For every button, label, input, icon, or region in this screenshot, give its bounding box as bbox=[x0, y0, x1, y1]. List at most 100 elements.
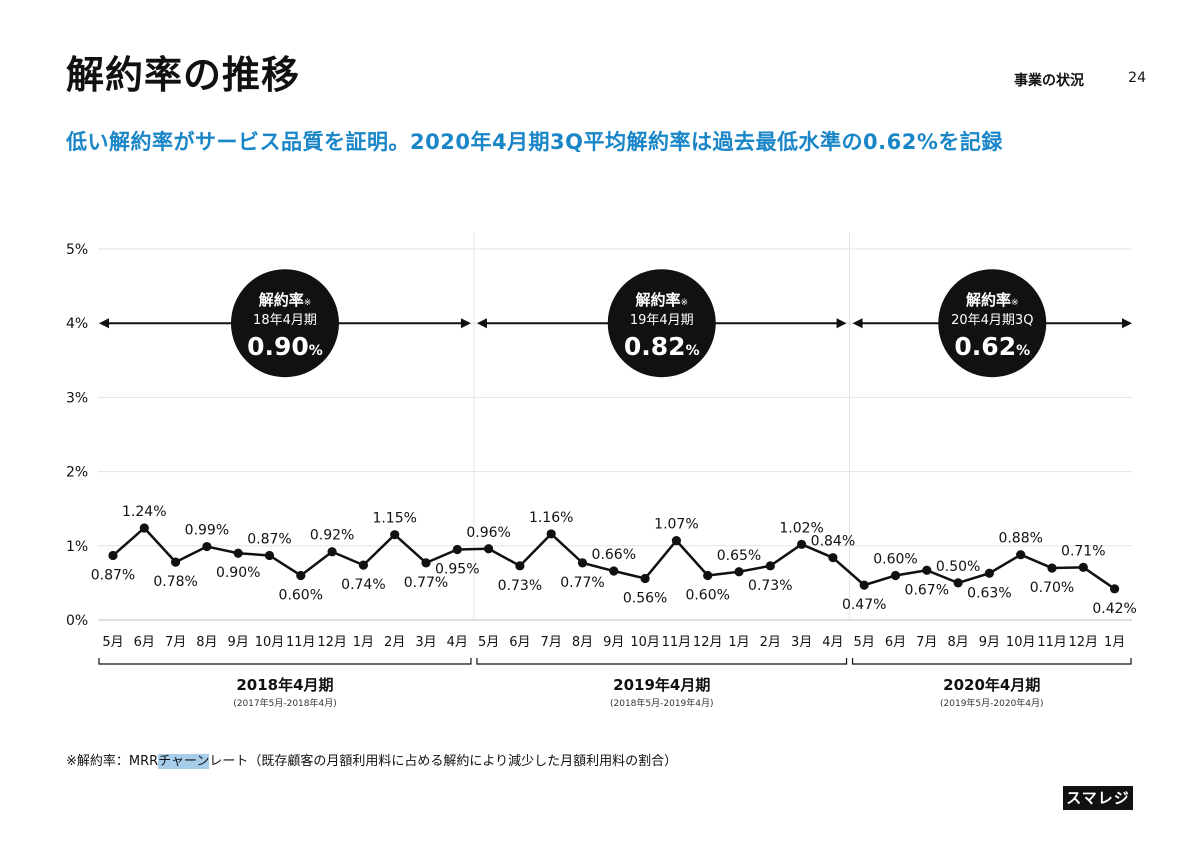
period-badge-title: 解約率※ bbox=[635, 291, 688, 309]
data-point bbox=[984, 568, 995, 578]
footnote-suffix: レート（既存顧客の月額利用料に占める解約により減少した月額利用料の割合） bbox=[209, 754, 678, 769]
data-label: 0.87% bbox=[91, 567, 135, 583]
data-point bbox=[609, 566, 619, 576]
x-tick-label: 9月 bbox=[979, 635, 1000, 650]
period-name: 2020年4月期 bbox=[943, 676, 1040, 694]
x-tick-label: 5月 bbox=[854, 635, 875, 650]
x-tick-label: 10月 bbox=[630, 635, 660, 650]
x-tick-label: 6月 bbox=[885, 635, 906, 650]
data-label: 0.84% bbox=[811, 534, 855, 550]
period-arrows bbox=[99, 318, 1132, 329]
period-range: (2019年5月-2020年4月) bbox=[940, 697, 1044, 709]
data-label: 0.78% bbox=[153, 574, 197, 590]
x-tick-label: 1月 bbox=[1104, 635, 1125, 650]
page-title: 解約率の推移 bbox=[66, 53, 301, 97]
data-label: 1.16% bbox=[529, 510, 573, 526]
period-range: (2017年5月-2018年4月) bbox=[233, 697, 337, 709]
x-tick-label: 8月 bbox=[196, 635, 217, 650]
arrow-head-right bbox=[836, 318, 847, 329]
data-labels: 0.87% 1.24% 0.78% 0.99% 0.90% 0.87% 0.60% 0.92%… bbox=[91, 504, 1137, 617]
y-tick-label: 3% bbox=[66, 390, 88, 406]
x-tick-label: 6月 bbox=[509, 635, 530, 650]
data-point bbox=[171, 557, 181, 567]
arrow-head-right bbox=[1122, 318, 1132, 329]
x-tick-label: 10月 bbox=[1006, 635, 1036, 650]
period-badge-unit: % bbox=[686, 343, 700, 359]
data-point bbox=[390, 530, 400, 540]
x-tick-label: 7月 bbox=[541, 635, 562, 650]
data-point bbox=[1110, 584, 1120, 594]
data-label: 0.50% bbox=[936, 559, 980, 575]
data-label: 0.92% bbox=[310, 528, 354, 544]
data-point bbox=[703, 570, 713, 581]
y-tick-label: 4% bbox=[66, 316, 88, 332]
x-tick-label: 2月 bbox=[760, 635, 781, 650]
data-label: 0.60% bbox=[873, 551, 917, 567]
y-axis-ticks: 0% 1% 2% 3% 4% 5% bbox=[66, 242, 88, 629]
data-label: 0.99% bbox=[185, 523, 229, 539]
period-range: (2018年5月-2019年4月) bbox=[610, 697, 714, 709]
footnote: ※解約率：MRRチャーンレート（既存顧客の月額利用料に占める解約により減少した月… bbox=[66, 750, 677, 769]
period-badge-sub: 19年4月期 bbox=[630, 313, 694, 328]
period-bracket bbox=[476, 658, 848, 665]
x-tick-label: 4月 bbox=[447, 635, 468, 650]
smaregi-logo: スマレジ bbox=[1063, 786, 1133, 810]
data-label: 1.02% bbox=[779, 520, 823, 536]
series-line bbox=[108, 523, 1120, 594]
data-point bbox=[202, 541, 212, 552]
period-badge-title: 解約率※ bbox=[259, 291, 312, 309]
footnote-highlight: チャーン bbox=[158, 754, 210, 769]
data-label: 0.56% bbox=[623, 590, 667, 606]
data-label: 0.71% bbox=[1061, 543, 1105, 559]
x-tick-label: 1月 bbox=[353, 635, 374, 650]
data-point bbox=[765, 561, 775, 571]
data-point bbox=[859, 580, 869, 590]
x-tick-label: 8月 bbox=[947, 635, 968, 650]
data-label: 0.77% bbox=[404, 575, 448, 591]
data-point bbox=[797, 539, 807, 549]
x-tick-label: 11月 bbox=[286, 635, 316, 650]
data-label: 0.96% bbox=[466, 525, 510, 541]
y-tick-label: 2% bbox=[66, 465, 88, 481]
x-tick-label: 12月 bbox=[1069, 635, 1099, 650]
period-badge-mark: ※ bbox=[304, 298, 312, 308]
data-point bbox=[546, 529, 556, 539]
section-label: 事業の状況 bbox=[1014, 73, 1084, 89]
period-badge-unit: % bbox=[1016, 343, 1030, 359]
arrow-head-left bbox=[476, 318, 487, 329]
data-point bbox=[1078, 562, 1088, 572]
data-point bbox=[358, 560, 368, 570]
x-tick-label: 1月 bbox=[728, 635, 749, 650]
data-label: 0.63% bbox=[967, 585, 1011, 601]
data-label: 1.24% bbox=[122, 504, 166, 520]
x-tick-label: 6月 bbox=[134, 635, 155, 650]
page-number: 24 bbox=[1128, 70, 1146, 86]
data-label: 1.15% bbox=[372, 511, 416, 527]
period-name: 2019年4月期 bbox=[613, 676, 710, 694]
x-tick-label: 9月 bbox=[228, 635, 249, 650]
data-label: 0.65% bbox=[717, 548, 761, 564]
data-label: 0.73% bbox=[748, 578, 792, 594]
data-label: 1.07% bbox=[654, 517, 698, 533]
x-tick-label: 8月 bbox=[572, 635, 593, 650]
arrow-head-right bbox=[460, 318, 471, 329]
period-badge-sub: 20年4月期3Q bbox=[951, 313, 1033, 328]
x-tick-label: 10月 bbox=[255, 635, 285, 650]
data-label: 0.74% bbox=[341, 577, 385, 593]
x-tick-label: 7月 bbox=[916, 635, 937, 650]
data-point bbox=[421, 558, 431, 568]
period-badge-mark: ※ bbox=[1011, 298, 1019, 308]
data-label: 0.77% bbox=[560, 575, 604, 591]
data-point bbox=[327, 547, 337, 557]
data-label: 0.73% bbox=[498, 578, 542, 594]
x-tick-label: 3月 bbox=[791, 635, 812, 650]
data-label: 0.70% bbox=[1030, 580, 1074, 596]
y-tick-label: 1% bbox=[66, 539, 88, 555]
x-tick-label: 5月 bbox=[478, 635, 499, 650]
data-point bbox=[640, 573, 650, 584]
data-label: 0.95% bbox=[435, 562, 479, 578]
data-point bbox=[671, 536, 682, 546]
period-dividers bbox=[473, 233, 851, 620]
data-label: 0.60% bbox=[279, 587, 323, 603]
